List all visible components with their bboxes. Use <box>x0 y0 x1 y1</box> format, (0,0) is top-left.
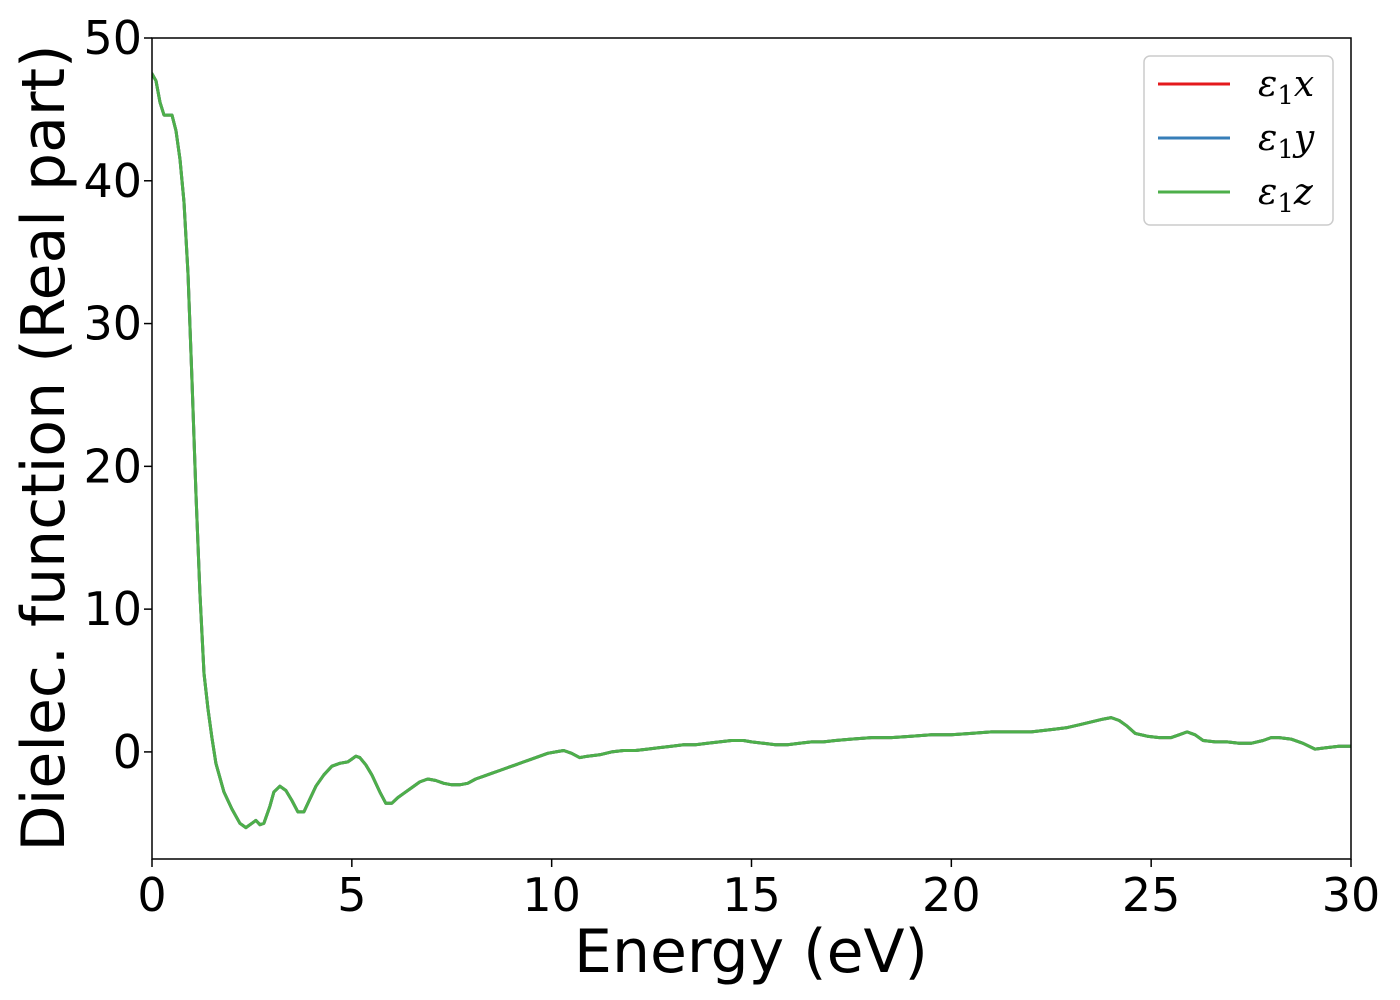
x-tick-label: 15 <box>722 868 781 922</box>
x-tick-label: 0 <box>137 868 166 922</box>
x-axis: 0 5 10 15 20 25 30 <box>137 859 1380 922</box>
legend-label-axis: z <box>1293 172 1314 213</box>
y-tick-label: 30 <box>83 297 142 351</box>
legend-label-1: ε1x <box>1258 64 1314 111</box>
y-tick-label: 20 <box>83 439 142 493</box>
legend-box <box>1143 55 1334 226</box>
y-tick-label: 50 <box>83 11 142 65</box>
legend-label-subscript: 1 <box>1277 189 1294 219</box>
legend-label-3: ε1z <box>1258 172 1314 219</box>
series-line-3 <box>152 72 1351 830</box>
legend-label-base: ε <box>1258 118 1277 159</box>
x-tick-label: 30 <box>1322 868 1381 922</box>
y-tick-label: 40 <box>83 154 142 208</box>
y-axis-label: Dielec. function (Real part) <box>9 45 79 852</box>
series-layer <box>152 72 1351 830</box>
legend-label-axis: y <box>1292 118 1315 159</box>
legend-label-base: ε <box>1258 64 1277 105</box>
x-tick-label: 5 <box>337 868 366 922</box>
legend-label-axis: x <box>1294 64 1314 105</box>
legend-label-2: ε1y <box>1258 118 1315 165</box>
legend-label-base: ε <box>1258 172 1277 213</box>
y-axis: 0 10 20 30 40 50 <box>83 11 152 779</box>
y-tick-label: 10 <box>83 582 142 636</box>
legend-label-subscript: 1 <box>1277 81 1294 111</box>
legend-label-subscript: 1 <box>1277 135 1294 165</box>
y-tick-label: 0 <box>113 725 142 779</box>
x-tick-label: 20 <box>922 868 981 922</box>
x-tick-label: 10 <box>522 868 581 922</box>
x-tick-label: 25 <box>1122 868 1181 922</box>
x-axis-label: Energy (eV) <box>574 917 928 987</box>
